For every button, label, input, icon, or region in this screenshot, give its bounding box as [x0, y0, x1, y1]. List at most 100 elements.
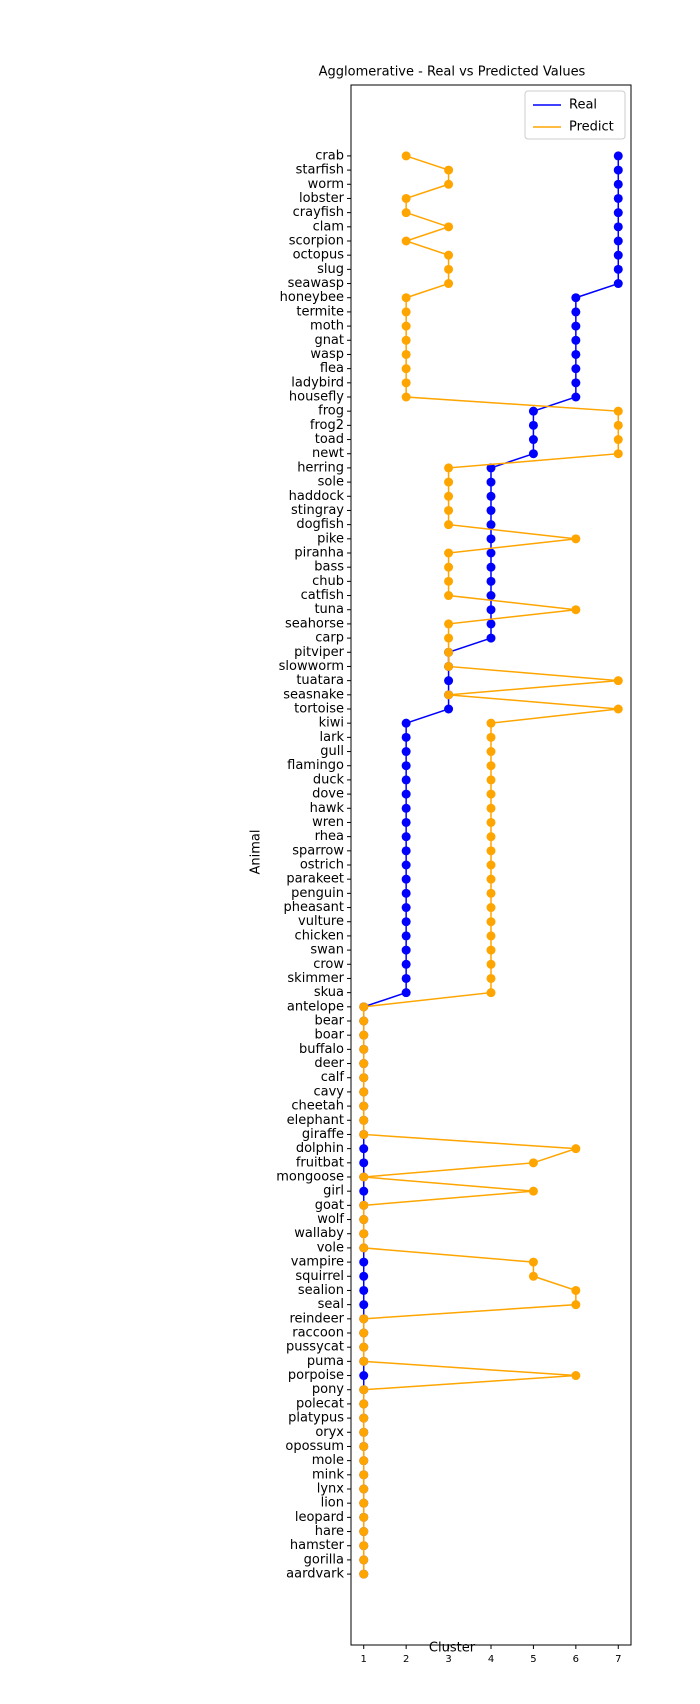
- y-tick-label: frog2: [310, 418, 344, 433]
- y-tick-label: mongoose: [276, 1170, 344, 1185]
- point: [613, 193, 623, 203]
- y-tick-label: hawk: [310, 801, 345, 816]
- y-tick-label: swan: [310, 943, 344, 958]
- y-tick-label: dolphin: [296, 1141, 344, 1156]
- point: [528, 435, 538, 445]
- point: [401, 718, 411, 728]
- point: [359, 1555, 369, 1565]
- point: [359, 1441, 369, 1451]
- y-tick-label: vole: [317, 1240, 344, 1255]
- point: [359, 1498, 369, 1508]
- y-tick-label: opossum: [285, 1439, 344, 1454]
- point: [486, 988, 496, 998]
- point: [444, 704, 454, 714]
- y-tick-label: aardvark: [286, 1567, 344, 1582]
- y-tick-label: skimmer: [287, 971, 344, 986]
- point: [401, 846, 411, 856]
- point: [613, 222, 623, 232]
- point: [359, 1129, 369, 1139]
- y-tick-label: herring: [297, 460, 344, 475]
- point: [486, 860, 496, 870]
- x-tick-label: 5: [530, 1654, 536, 1665]
- chart-title: Agglomerative - Real vs Predicted Values: [319, 65, 586, 80]
- point: [359, 1285, 369, 1295]
- y-tick-label: skua: [314, 985, 344, 1000]
- y-tick-label: frog: [318, 404, 344, 419]
- point: [486, 576, 496, 586]
- y-tick-label: crow: [313, 957, 344, 972]
- y-tick-label: goat: [315, 1198, 344, 1213]
- point: [486, 505, 496, 515]
- y-tick-label: parakeet: [286, 872, 344, 887]
- y-tick-label: tuna: [314, 602, 344, 617]
- point: [359, 1002, 369, 1012]
- point: [571, 1285, 581, 1295]
- y-tick-label: lion: [321, 1496, 344, 1511]
- y-tick-label: seal: [318, 1297, 344, 1312]
- point: [359, 1470, 369, 1480]
- point: [401, 832, 411, 842]
- y-tick-label: sealion: [298, 1283, 344, 1298]
- point: [486, 931, 496, 941]
- point: [486, 775, 496, 785]
- point: [444, 548, 454, 558]
- y-tick-label: clam: [313, 219, 344, 234]
- point: [571, 364, 581, 374]
- point: [401, 803, 411, 813]
- point: [444, 661, 454, 671]
- y-tick-label: dove: [312, 787, 344, 802]
- point: [401, 392, 411, 402]
- point: [401, 860, 411, 870]
- point: [486, 903, 496, 913]
- y-tick-label: stingray: [291, 503, 344, 518]
- y-tick-label: girl: [323, 1184, 344, 1199]
- y-tick-label: crab: [315, 148, 344, 163]
- y-tick-label: pheasant: [283, 900, 344, 915]
- y-tick-label: mole: [312, 1453, 344, 1468]
- point: [401, 378, 411, 388]
- point: [613, 406, 623, 416]
- point: [359, 1371, 369, 1381]
- point: [401, 931, 411, 941]
- point: [486, 803, 496, 813]
- point: [613, 165, 623, 175]
- y-tick-label: platypus: [288, 1411, 344, 1426]
- y-tick-label: giraffe: [302, 1127, 344, 1142]
- y-tick-label: moth: [310, 319, 344, 334]
- x-axis-label: Cluster: [429, 1641, 476, 1656]
- y-tick-label: porpoise: [288, 1368, 344, 1383]
- y-tick-label: starfish: [296, 163, 344, 178]
- point: [401, 888, 411, 898]
- point: [444, 633, 454, 643]
- y-tick-label: deer: [314, 1056, 344, 1071]
- point: [359, 1030, 369, 1040]
- point: [444, 279, 454, 289]
- point: [613, 264, 623, 274]
- point: [486, 591, 496, 601]
- y-tick-label: lobster: [299, 191, 345, 206]
- y-tick-label: vampire: [291, 1255, 344, 1270]
- point: [359, 1413, 369, 1423]
- y-tick-label: carp: [315, 631, 344, 646]
- point: [486, 959, 496, 969]
- point: [486, 718, 496, 728]
- x-tick-label: 7: [615, 1654, 621, 1665]
- point: [613, 676, 623, 686]
- point: [613, 420, 623, 430]
- x-tick-label: 3: [445, 1654, 451, 1665]
- point: [528, 1271, 538, 1281]
- point: [571, 293, 581, 303]
- y-tick-label: wren: [312, 815, 344, 830]
- y-tick-label: seahorse: [285, 616, 344, 631]
- point: [571, 307, 581, 317]
- point: [359, 1328, 369, 1338]
- legend-label: Real: [569, 98, 597, 113]
- point: [444, 576, 454, 586]
- point: [444, 264, 454, 274]
- point: [359, 1059, 369, 1069]
- point: [486, 747, 496, 757]
- point: [528, 1186, 538, 1196]
- point: [528, 449, 538, 459]
- y-tick-label: newt: [312, 446, 344, 461]
